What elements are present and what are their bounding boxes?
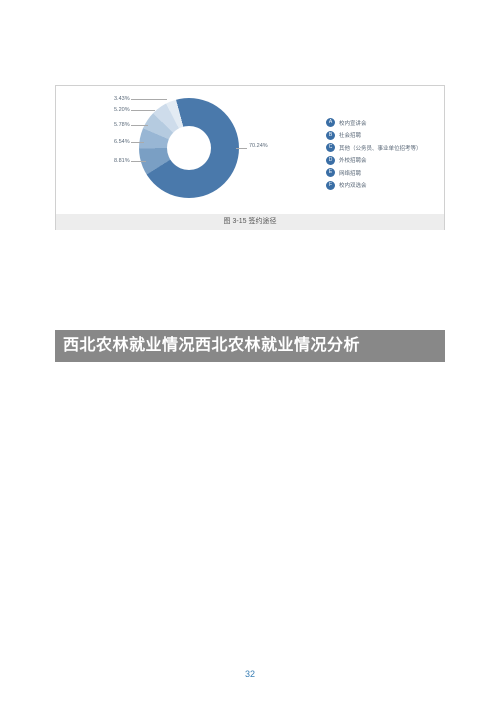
legend-label: 其他（公务员、事业单位招考等） (339, 144, 422, 152)
slice-label-c: 6.54% (114, 139, 130, 145)
legend-item-a: A 校内宣讲会 (326, 118, 422, 127)
legend-item-d: D 外校招聘会 (326, 156, 422, 165)
chart-legend: A 校内宣讲会 B 社会招聘 C 其他（公务员、事业单位招考等） D 外校招聘会… (326, 118, 422, 193)
slice-label-f: 3.43% (114, 96, 130, 102)
legend-label: 校内宣讲会 (339, 119, 367, 127)
slice-label-a: 70.24% (249, 143, 268, 149)
legend-key-icon: F (326, 181, 335, 190)
legend-label: 外校招聘会 (339, 156, 367, 164)
page-number: 32 (0, 669, 500, 679)
legend-label: 社会招聘 (339, 131, 361, 139)
legend-key-icon: A (326, 118, 335, 127)
legend-key-icon: D (326, 156, 335, 165)
label-line (236, 148, 247, 149)
legend-label: 校内双选会 (339, 181, 367, 189)
legend-label: 网络招聘 (339, 169, 361, 177)
section-title-bar: 西北农林就业情况西北农林就业情况分析 (55, 330, 445, 362)
label-line (131, 99, 167, 100)
legend-item-f: F 校内双选会 (326, 181, 422, 190)
legend-item-b: B 社会招聘 (326, 131, 422, 140)
chart-body: 70.24% 8.81% 6.54% 5.78% 5.20% 3.43% A 校… (56, 86, 444, 214)
label-line (131, 161, 146, 162)
slice-label-d: 5.78% (114, 122, 130, 128)
chart-container: 70.24% 8.81% 6.54% 5.78% 5.20% 3.43% A 校… (55, 85, 445, 230)
donut-hole (167, 126, 211, 170)
label-line (131, 110, 155, 111)
legend-item-e: E 网络招聘 (326, 168, 422, 177)
slice-label-e: 5.20% (114, 107, 130, 113)
legend-key-icon: B (326, 131, 335, 140)
label-line (131, 142, 144, 143)
slice-label-b: 8.81% (114, 158, 130, 164)
legend-item-c: C 其他（公务员、事业单位招考等） (326, 143, 422, 152)
label-line (131, 125, 148, 126)
legend-key-icon: C (326, 143, 335, 152)
donut-chart (139, 98, 239, 198)
legend-key-icon: E (326, 168, 335, 177)
chart-caption: 图 3-15 签约途径 (56, 214, 444, 230)
